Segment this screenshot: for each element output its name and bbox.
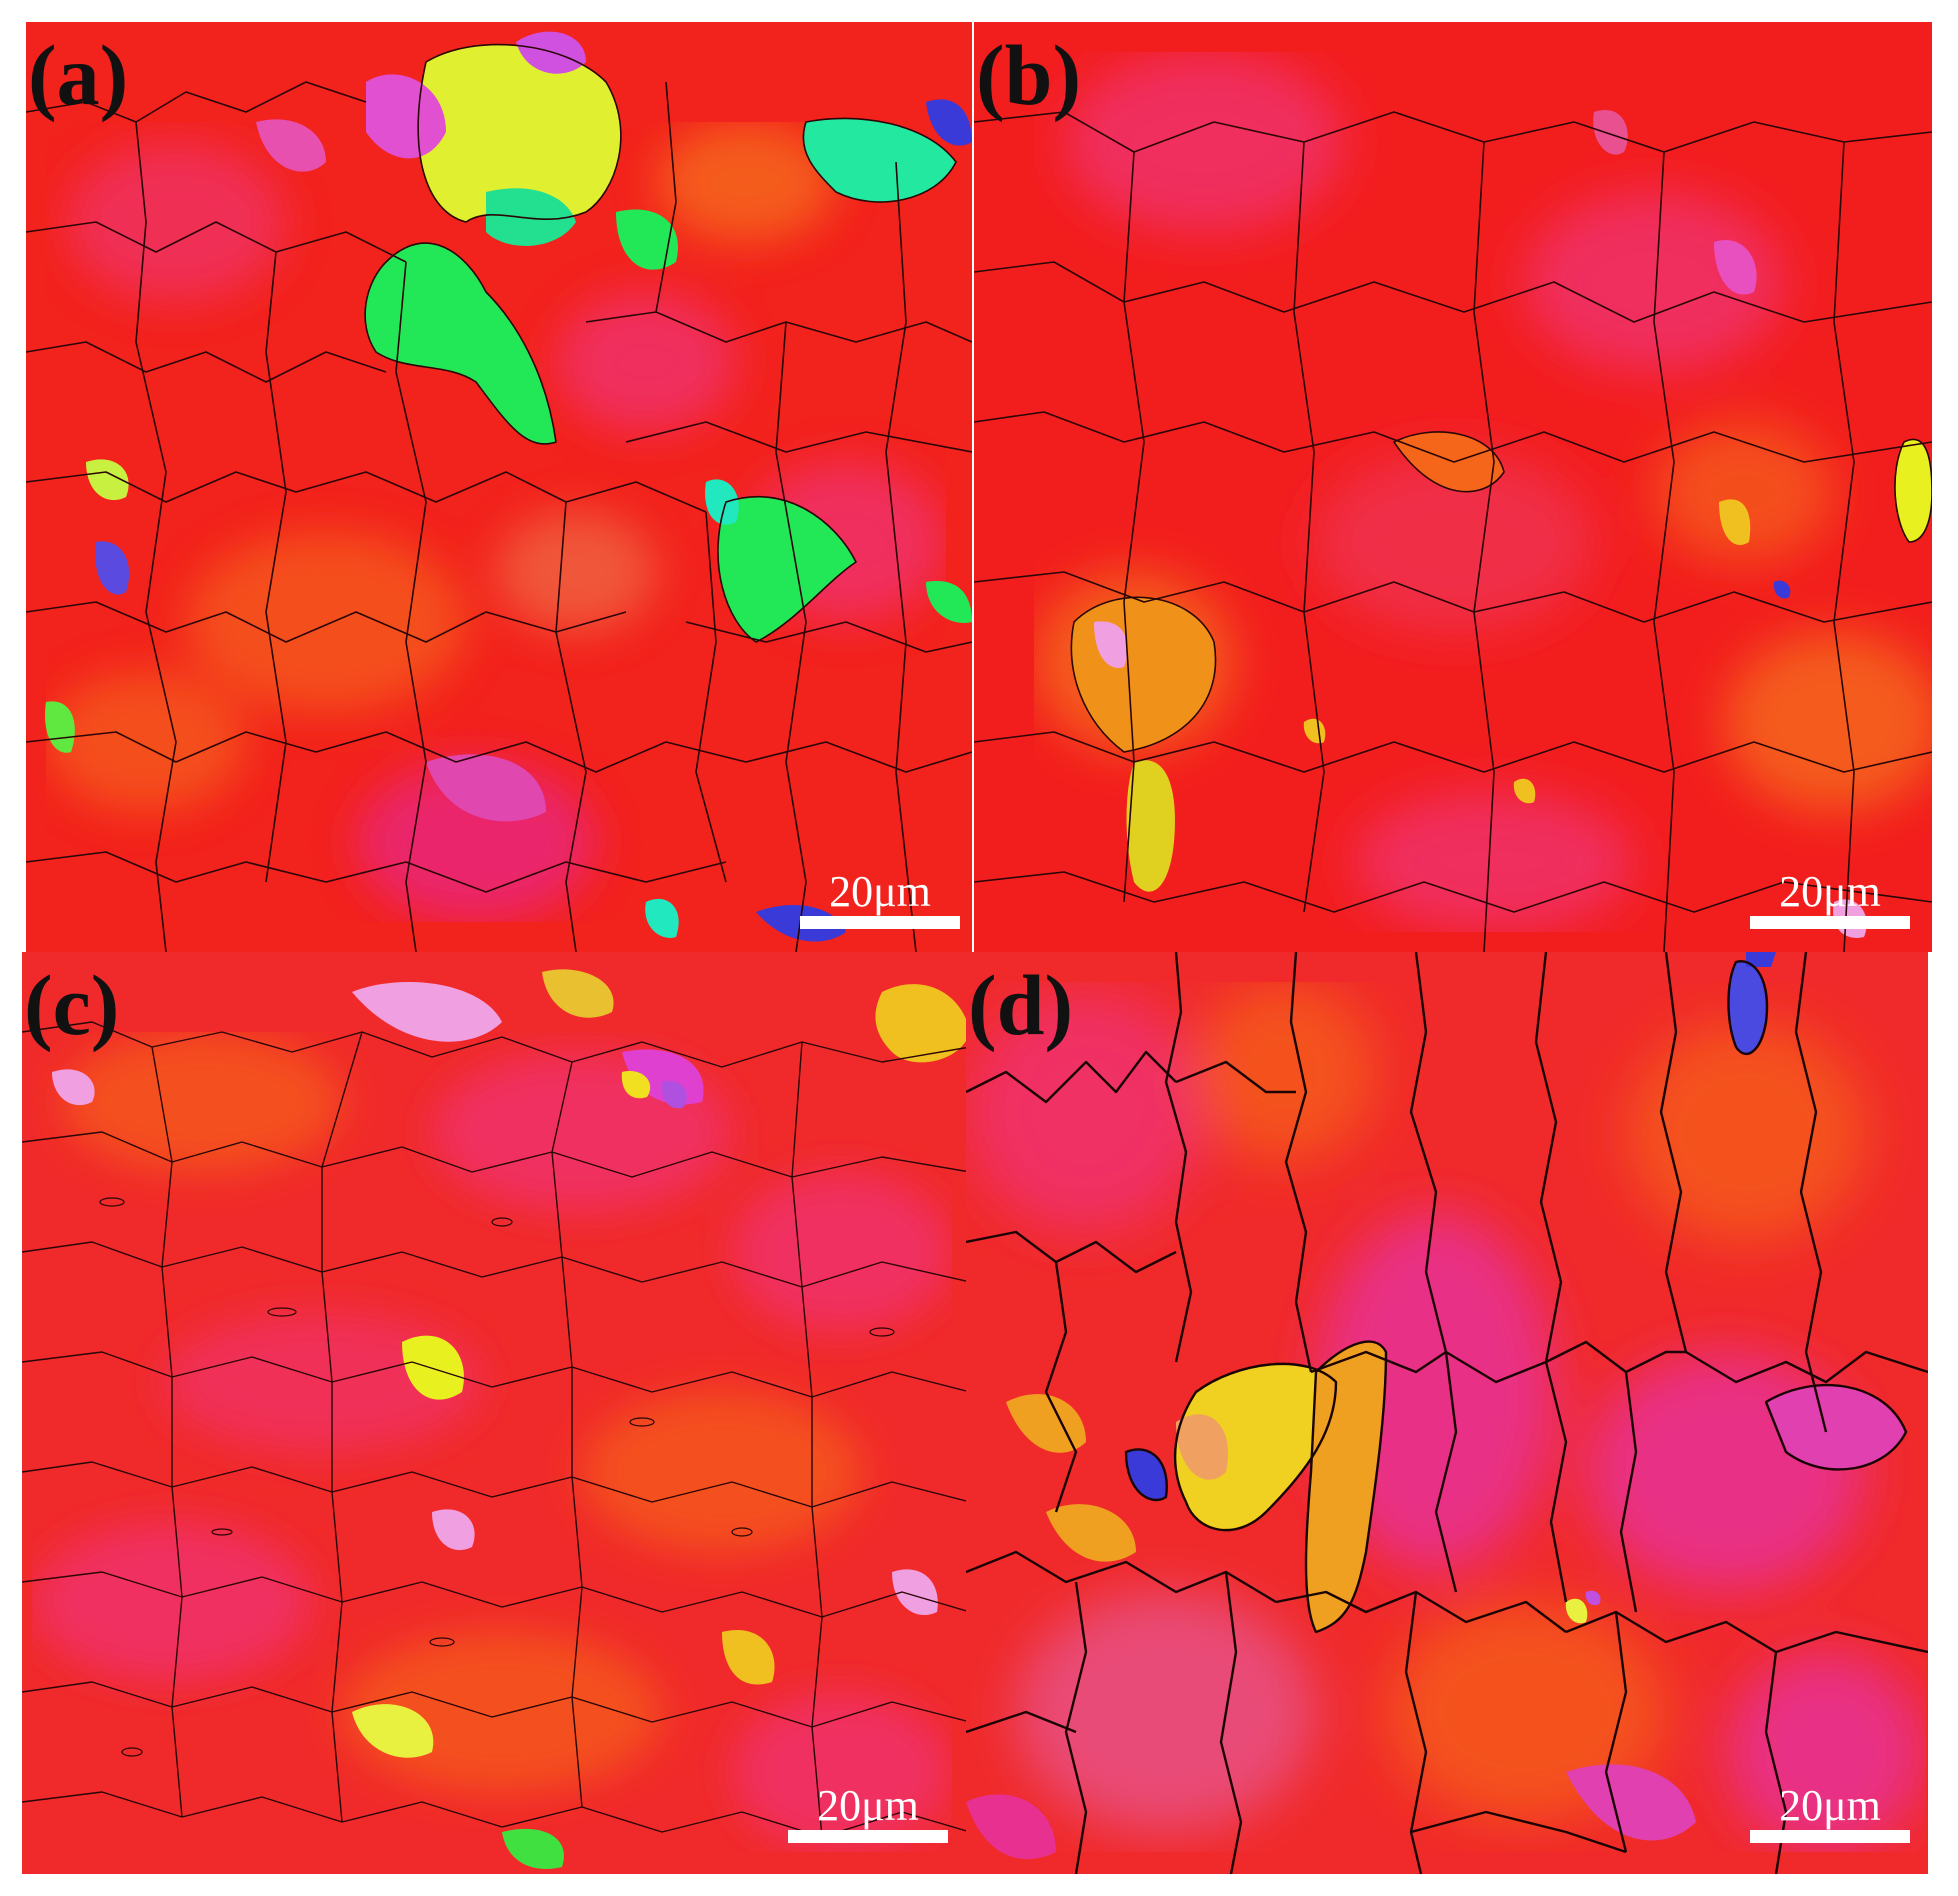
panel-label: (d)	[968, 957, 1074, 1053]
panel-a: (a) 20μm	[26, 22, 972, 952]
scale-bar-text: 20μm	[817, 1781, 919, 1830]
panel-b: (b) 20μm	[974, 22, 1932, 952]
panel-label: (a)	[28, 27, 129, 123]
orientation-map-c	[22, 952, 970, 1874]
scale-bar: 20μm	[800, 870, 960, 929]
scale-bar-text: 20μm	[1779, 1781, 1881, 1830]
scale-bar-line	[800, 916, 960, 929]
orientation-map-d	[966, 952, 1928, 1874]
scale-bar-line	[1750, 1830, 1910, 1843]
scale-bar: 20μm	[1750, 870, 1910, 929]
panel-label: (b)	[976, 27, 1082, 123]
panel-d: (d) 20μm	[966, 952, 1928, 1874]
scale-bar-line	[788, 1830, 948, 1843]
panel-label: (c)	[24, 957, 120, 1053]
scale-bar: 20μm	[1750, 1784, 1910, 1843]
scale-bar-text: 20μm	[1779, 867, 1881, 916]
orientation-map-b	[974, 22, 1932, 952]
scale-bar-line	[1750, 916, 1910, 929]
scale-bar-text: 20μm	[829, 867, 931, 916]
scale-bar: 20μm	[788, 1784, 948, 1843]
orientation-map-a	[26, 22, 972, 952]
panel-c: (c) 20μm	[22, 952, 970, 1874]
